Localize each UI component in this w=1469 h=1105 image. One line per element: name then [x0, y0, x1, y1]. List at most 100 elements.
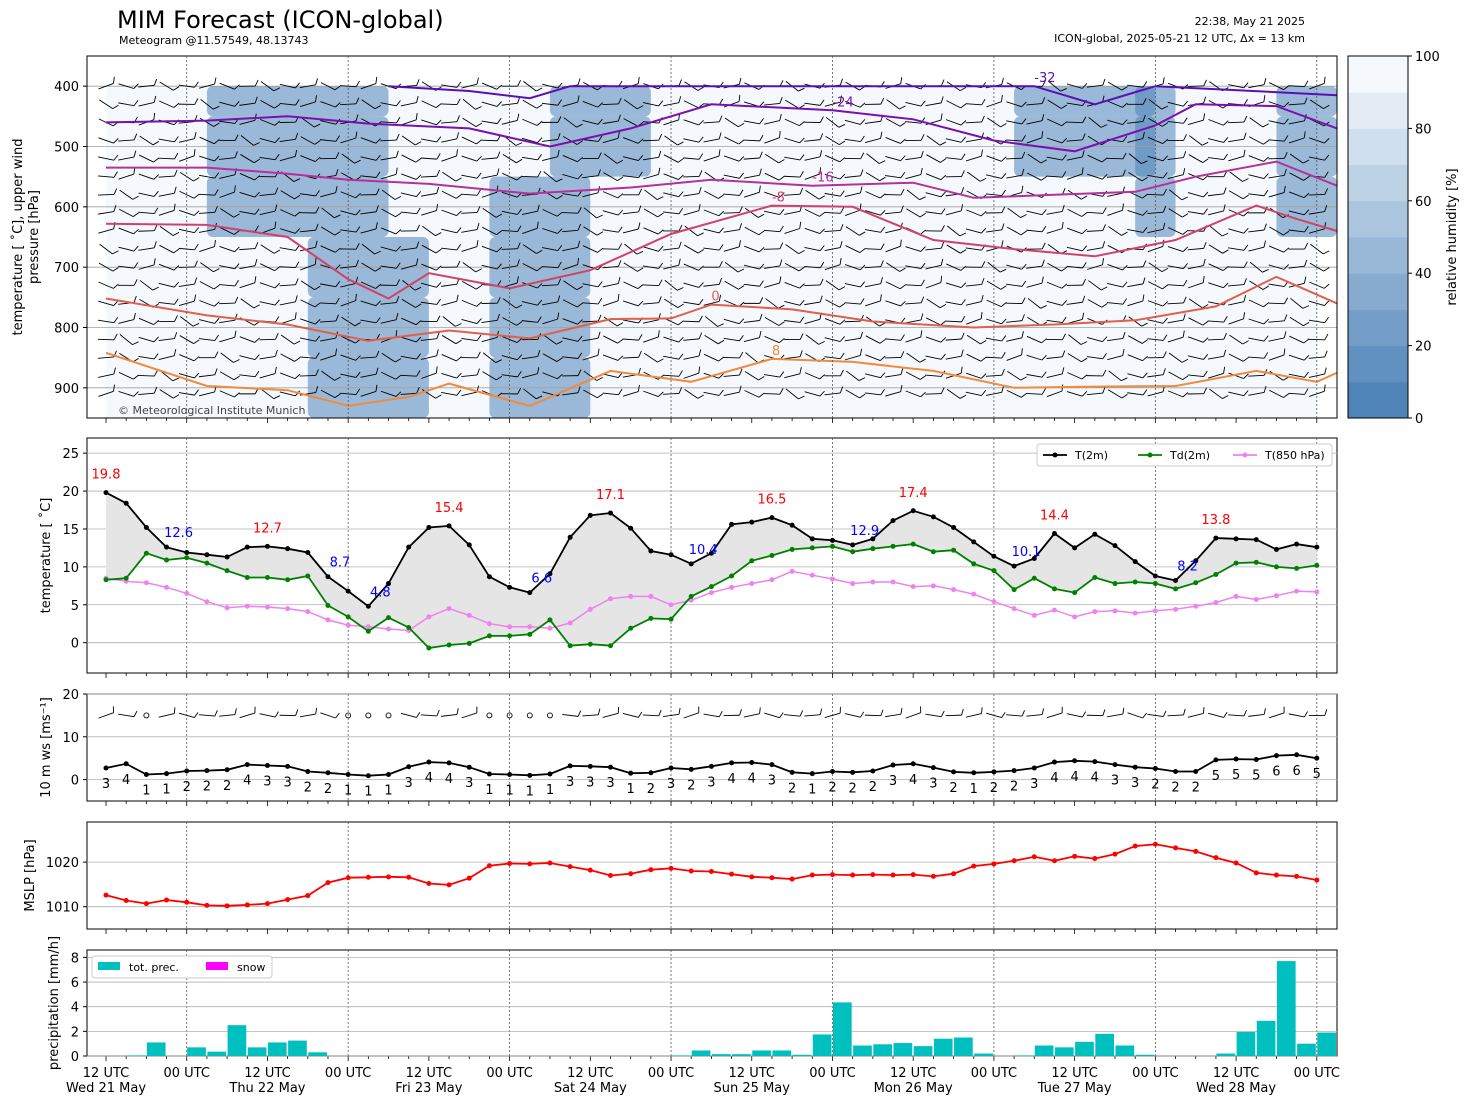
wind-barb-flag: [396, 279, 401, 286]
wind-speed-point: [507, 771, 513, 777]
wind-barb-flag: [537, 170, 542, 178]
wind-barb-shaft: [683, 100, 699, 109]
wind-barb-shaft: [199, 246, 215, 252]
wind-barb-flag: [415, 320, 422, 326]
wind-barb-shaft: [582, 139, 599, 142]
wind-barb-shaft: [1108, 226, 1122, 236]
legend-label: tot. prec.: [129, 961, 179, 974]
wind-barb-shaft: [139, 280, 154, 291]
wind-barb-flag: [436, 136, 442, 143]
wind-barb: [945, 136, 966, 143]
wind-barb-flag: [597, 297, 603, 305]
wind-barb: [501, 79, 522, 87]
wind-barb-flag: [1102, 224, 1106, 231]
wind-barb-shaft: [885, 156, 901, 162]
wind-barb-flag: [193, 210, 200, 216]
wind-barb-flag: [354, 159, 361, 164]
surface-wind-barb: [1127, 712, 1147, 719]
wind-barb-shaft: [1188, 298, 1203, 309]
wind-barb: [1148, 262, 1169, 273]
wind-barb-flag: [839, 157, 846, 163]
wind-barb-shaft: [421, 119, 437, 126]
wind-speed-point: [244, 762, 250, 768]
station-coordinates: Meteogram @11.57549, 48.13743: [119, 34, 309, 47]
wind-barb-flag: [961, 299, 966, 306]
wind-barb-shaft: [1188, 154, 1203, 163]
wind-barb-flag: [1121, 86, 1128, 91]
wind-barb-flag: [1061, 300, 1067, 306]
wind-barb-shaft: [844, 283, 861, 288]
wind-barb: [1046, 221, 1064, 234]
wind-barb-shaft: [420, 175, 437, 178]
wind-barb-shaft: [139, 135, 154, 146]
wind-barb-shaft: [764, 137, 780, 144]
mslp-point: [991, 861, 997, 867]
wind-barb-shaft: [602, 210, 619, 216]
wind-barb-shaft: [340, 229, 357, 233]
wind-barb-flag: [799, 171, 804, 178]
wind-barb-flag: [253, 158, 261, 164]
wind-barb: [421, 203, 439, 216]
beaufort-label: 2: [869, 780, 877, 795]
wind-speed-point: [264, 762, 270, 768]
td2m-point: [930, 549, 936, 555]
wind-barb: [219, 246, 240, 253]
wind-barb: [784, 221, 802, 234]
wind-barb: [138, 207, 159, 215]
wind-barb: [521, 204, 540, 215]
mslp-point: [1314, 877, 1320, 883]
wind-barb-shaft: [643, 227, 659, 235]
wind-barb-shaft: [1147, 194, 1164, 196]
wind-barb-flag: [153, 78, 158, 86]
wind-barb-shaft: [622, 319, 639, 324]
wind-barb: [764, 209, 785, 215]
wind-barb: [724, 117, 745, 128]
td2m-point: [204, 560, 210, 566]
wind-barb: [462, 262, 482, 273]
wind-barb-shaft: [158, 209, 175, 216]
wind-barb-flag: [213, 284, 220, 290]
wind-barb-flag: [456, 260, 461, 268]
wind-barb: [1208, 137, 1229, 143]
mslp-point: [264, 901, 270, 907]
wind-barb-flag: [658, 133, 663, 141]
wind-barb-shaft: [420, 301, 437, 305]
surface-wind-barb-shaft: [118, 713, 135, 718]
wind-barb: [1086, 78, 1106, 88]
wind-barb-flag: [254, 259, 258, 266]
wind-barb-flag: [637, 76, 640, 84]
wind-barb-flag: [475, 122, 482, 127]
wind-barb-shaft: [886, 262, 900, 272]
wind-barb-shaft: [1007, 207, 1021, 218]
wind-barb-shaft: [1107, 264, 1123, 271]
surface-wind-barb-flag: [678, 707, 681, 715]
t850-point: [789, 568, 795, 574]
wind-barb: [1229, 171, 1249, 182]
t850-point: [1294, 588, 1300, 594]
wind-barb-shaft: [118, 319, 135, 324]
wind-barb-flag: [1181, 196, 1189, 201]
beaufort-label: 4: [727, 772, 735, 787]
wind-barb-flag: [1242, 178, 1249, 182]
beaufort-label: 1: [627, 782, 635, 797]
precip-bar: [247, 1047, 267, 1056]
surface-wind-barb: [441, 708, 459, 717]
wind-barb: [138, 258, 156, 270]
wind-barb-flag: [1041, 225, 1047, 233]
td2m-point: [870, 546, 876, 552]
wind-speed-point: [809, 771, 815, 777]
wind-barb-flag: [839, 78, 843, 86]
wind-barb: [441, 149, 458, 162]
wind-barb-flag: [919, 213, 926, 218]
colorbar-segment: [1348, 56, 1408, 93]
wind-barb-shaft: [1168, 227, 1183, 235]
t2m-point: [224, 554, 230, 560]
wind-barb: [602, 226, 623, 233]
td2m-point: [688, 593, 694, 599]
wind-barb-shaft: [946, 100, 961, 109]
wind-barb: [1268, 168, 1287, 179]
wind-barb-flag: [1303, 176, 1310, 181]
wind-barb: [340, 80, 360, 88]
wind-tick-label: 0: [71, 774, 79, 789]
wind-barb-flag: [899, 122, 906, 127]
